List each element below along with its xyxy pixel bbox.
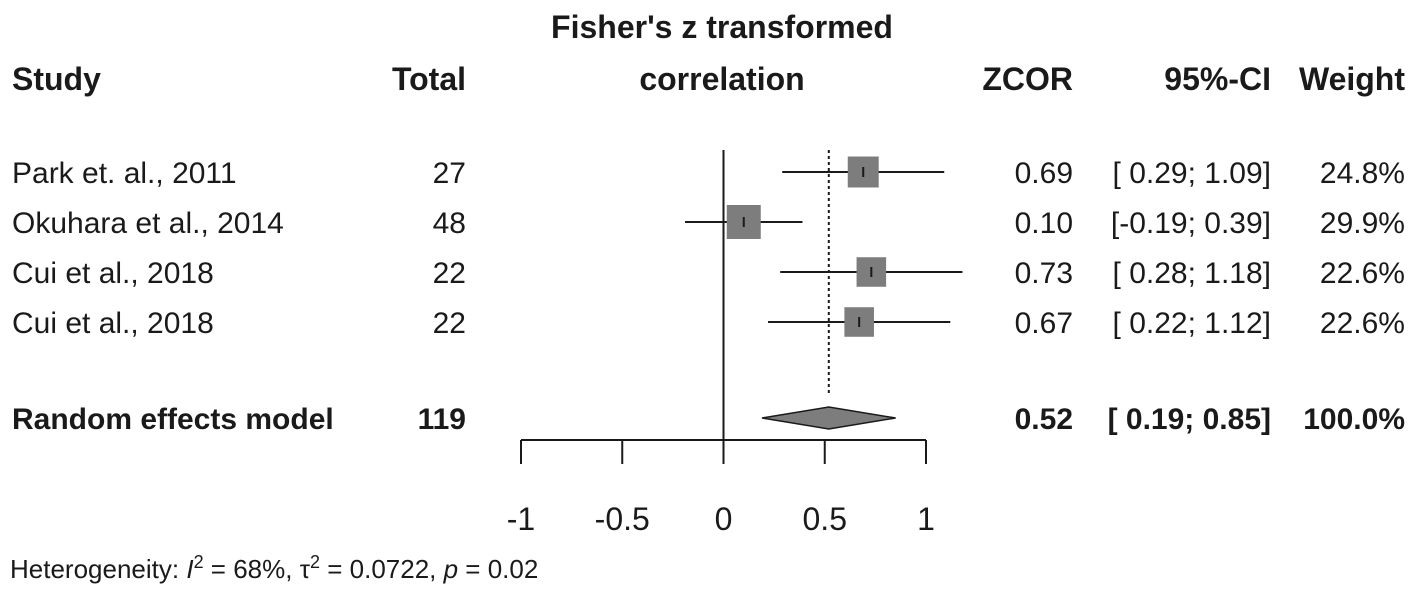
- header-study: Study: [12, 61, 101, 97]
- header-total: Total: [392, 61, 466, 97]
- study-ci: [-0.19; 0.39]: [1111, 207, 1271, 240]
- header-ci: 95%-CI: [1164, 61, 1271, 97]
- study-zcor: 0.67: [1015, 307, 1073, 340]
- study-zcor: 0.10: [1015, 207, 1073, 240]
- study-zcor: 0.73: [1015, 257, 1073, 290]
- summary-name: Random effects model: [12, 403, 334, 436]
- x-tick-label: -0.5: [595, 501, 650, 537]
- x-tick-label: -1: [507, 501, 535, 537]
- study-weight: 22.6%: [1320, 257, 1405, 290]
- summary-weight: 100.0%: [1303, 403, 1405, 436]
- summary-total: 119: [418, 403, 466, 436]
- header-weight: Weight: [1299, 61, 1405, 97]
- study-ci: [ 0.22; 1.12]: [1113, 307, 1271, 340]
- study-weight: 24.8%: [1320, 157, 1405, 190]
- study-ci: [ 0.28; 1.18]: [1113, 257, 1271, 290]
- x-tick-label: 1: [917, 501, 935, 537]
- study-total: 48: [433, 207, 466, 240]
- study-ci: [ 0.29; 1.09]: [1113, 157, 1271, 190]
- summary-zcor: 0.52: [1015, 403, 1073, 436]
- study-name: Park et. al., 2011: [12, 157, 237, 190]
- summary-ci: [ 0.19; 0.85]: [1108, 403, 1271, 436]
- study-rows: Park et. al., 2011 27 0.69 [ 0.29; 1.09] 24.…: [12, 157, 1405, 436]
- study-total: 22: [433, 307, 466, 340]
- study-zcor: 0.69: [1015, 157, 1073, 190]
- study-weight: 22.6%: [1320, 307, 1405, 340]
- x-tick-label: 0: [715, 501, 733, 537]
- study-total: 22: [433, 257, 466, 290]
- heterogeneity-text: Heterogeneity: I2 = 68%, τ2 = 0.0722, p …: [10, 552, 538, 584]
- study-name: Okuhara et al., 2014: [12, 207, 284, 240]
- study-weight: 29.9%: [1320, 207, 1405, 240]
- study-total: 27: [433, 157, 466, 190]
- header-plot-title-line2: correlation: [639, 61, 804, 97]
- header-zcor: ZCOR: [982, 61, 1073, 97]
- summary-diamond: [761, 406, 896, 430]
- x-tick-label: 0.5: [803, 501, 847, 537]
- plot-area: -1 -0.5 0 0.5 1: [507, 150, 963, 537]
- header-plot-title-line1: Fisher's z transformed: [551, 9, 893, 45]
- study-name: Cui et al., 2018: [12, 257, 214, 290]
- study-name: Cui et al., 2018: [12, 307, 214, 340]
